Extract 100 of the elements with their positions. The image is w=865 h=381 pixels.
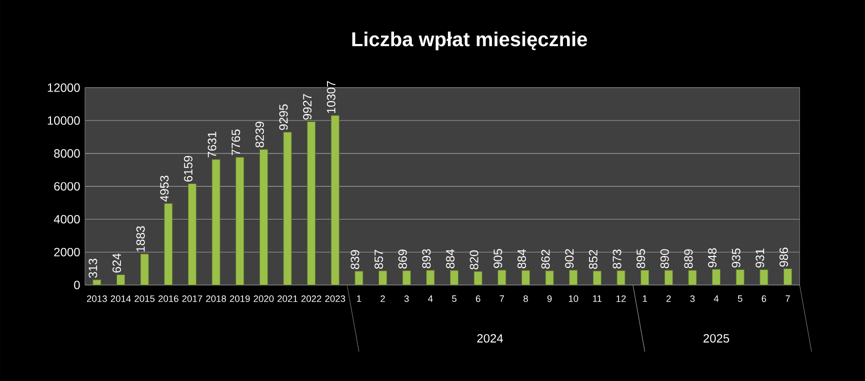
bar	[188, 183, 196, 286]
bar	[474, 271, 482, 286]
x-tick-label: 2019	[230, 295, 250, 302]
y-tick-label: 6000	[54, 182, 80, 191]
bar	[236, 157, 244, 286]
bar	[521, 270, 530, 286]
x-tick-label: 3	[404, 295, 409, 302]
x-tick-label: 5	[738, 295, 742, 302]
x-tick-label: 4	[428, 295, 433, 302]
data-label: 10307	[326, 81, 336, 113]
x-tick-label: 2	[666, 295, 671, 302]
x-tick-label: 2	[380, 295, 385, 302]
data-label: 986	[780, 248, 788, 267]
data-label: 839	[350, 250, 360, 270]
x-tick-label: 2017	[182, 295, 202, 302]
data-label: 895	[636, 249, 646, 268]
data-label: 862	[541, 250, 550, 269]
x-tick-label: 12	[616, 295, 626, 302]
bar	[330, 115, 340, 286]
data-label: 7765	[232, 130, 240, 156]
x-tick-label: 2015	[134, 295, 155, 302]
x-tick-label: 4	[714, 295, 719, 302]
data-label: 948	[708, 248, 717, 268]
data-label: 852	[588, 250, 598, 269]
bar	[259, 149, 268, 286]
bar	[92, 280, 102, 286]
bar	[116, 274, 126, 286]
data-label: 6159	[184, 156, 192, 182]
y-tick-label: 2000	[54, 248, 80, 256]
bar	[783, 268, 792, 286]
x-tick-label: 10	[568, 295, 578, 302]
x-tick-label: 2023	[325, 295, 346, 302]
text: 2024	[477, 334, 503, 343]
x-tick-label: 2016	[158, 295, 178, 302]
y-tick-label: 8000	[54, 149, 80, 158]
text: 2025	[704, 334, 730, 343]
bar	[307, 121, 316, 286]
y-tick-label: 4000	[54, 214, 80, 224]
y-tick-label: 12000	[48, 83, 80, 92]
data-label: 869	[398, 250, 407, 269]
data-label: 857	[374, 250, 384, 269]
data-label: 902	[565, 249, 574, 268]
x-tick-label: 3	[690, 295, 695, 302]
x-tick-label: 7	[500, 295, 504, 302]
bar	[354, 270, 364, 286]
x-tick-label: 1	[357, 295, 362, 302]
x-tick-label: 11	[593, 295, 602, 302]
bar	[688, 270, 697, 286]
data-label: 889	[684, 249, 693, 268]
data-label: 890	[660, 249, 669, 268]
data-label: 873	[612, 250, 622, 269]
data-label: 9927	[303, 94, 312, 120]
data-label: 935	[732, 248, 740, 268]
x-tick-label: 2020	[254, 295, 274, 302]
data-label: 7631	[208, 132, 216, 158]
bar	[736, 269, 744, 286]
y-tick-label: 10000	[48, 116, 80, 125]
x-tick-label: 9	[547, 295, 552, 302]
x-tick-label: 6	[762, 295, 766, 302]
data-label: 313	[88, 258, 98, 278]
bar	[640, 270, 650, 286]
bar	[760, 269, 768, 286]
data-label: 905	[494, 248, 502, 268]
bar	[498, 270, 506, 286]
x-tick-label: 1	[642, 295, 647, 302]
data-label: 1883	[136, 226, 145, 252]
data-label: 820	[470, 250, 478, 270]
bar	[140, 254, 149, 286]
bar	[212, 159, 220, 286]
x-tick-label: 5	[452, 295, 456, 302]
bar	[164, 203, 173, 286]
x-tick-label: 2018	[206, 295, 226, 302]
x-tick-label: 6	[476, 295, 480, 302]
data-label: 4953	[160, 176, 169, 202]
data-label: 893	[422, 249, 431, 268]
bar	[402, 270, 411, 286]
bar	[569, 270, 578, 286]
x-tick-label: 8	[524, 295, 528, 302]
x-tick-label: 2022	[301, 295, 322, 302]
data-label: 8239	[255, 122, 264, 148]
bar	[283, 132, 292, 286]
data-label: 884	[446, 249, 455, 268]
data-label: 884	[517, 249, 526, 268]
bar	[426, 270, 435, 286]
bar	[378, 270, 388, 286]
bar	[712, 269, 721, 286]
data-label: 931	[756, 248, 764, 268]
chart-title: Liczba wpłat miesięcznie	[352, 32, 588, 50]
x-tick-label: 2014	[110, 295, 131, 302]
data-label: 9295	[279, 104, 288, 130]
x-tick-label: 2021	[278, 295, 298, 302]
bar	[450, 270, 459, 286]
x-tick-label: 2013	[87, 295, 107, 302]
y-tick-label: 0	[74, 280, 80, 290]
bar	[616, 270, 626, 286]
bar	[592, 270, 602, 286]
data-label: 624	[112, 253, 121, 273]
bar	[545, 270, 554, 286]
x-tick-label: 7	[786, 295, 790, 302]
bar	[664, 270, 673, 286]
